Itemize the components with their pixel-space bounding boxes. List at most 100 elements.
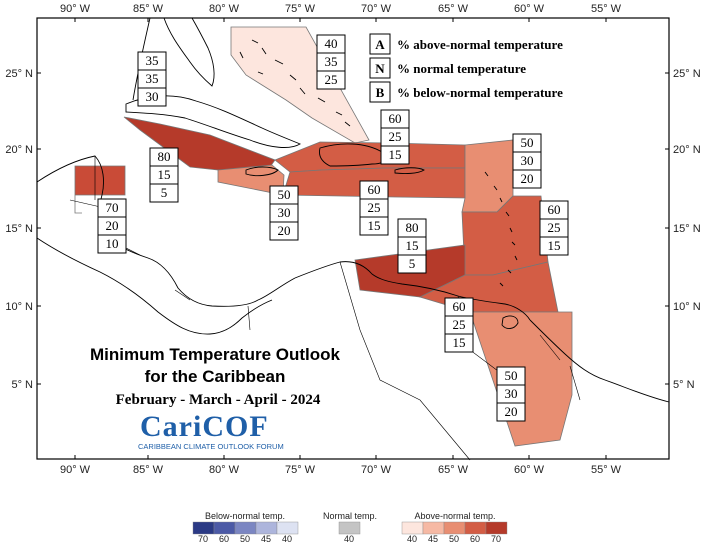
prob-box-jamaica-south: 50 30 20: [269, 185, 299, 241]
prob-value: 5: [409, 256, 416, 271]
prob-value: 60: [453, 299, 466, 314]
title-line-2: for the Caribbean: [145, 367, 286, 386]
cuba-coast: [125, 95, 301, 148]
legend-key-label: % normal temperature: [397, 61, 526, 76]
prob-value: 25: [325, 72, 338, 87]
colorbar-swatch: [401, 521, 424, 535]
lon-label-top: 60° W: [514, 3, 545, 15]
legend-key-letter: A: [375, 37, 385, 52]
prob-value: 60: [548, 202, 561, 217]
lon-label-bottom: 65° W: [438, 464, 469, 476]
colorbar-label: 50: [449, 534, 459, 542]
prob-value: 35: [146, 53, 159, 68]
colorbar-label: 45: [428, 534, 438, 542]
lon-label-bottom: 85° W: [133, 464, 164, 476]
lat-label-left: 5° N: [11, 379, 33, 391]
prob-box-hispaniola-south: 60 25 15: [359, 180, 389, 236]
prob-value: 20: [505, 404, 518, 419]
caricof-logo: CariCOF CARIBBEAN CLIMATE OUTLOOK FORUM: [138, 410, 284, 451]
prob-cell: [316, 70, 346, 90]
lon-label-bottom: 55° W: [591, 464, 622, 476]
prob-box-cuba-jamaica-central: 80 15 5: [149, 147, 179, 203]
lon-label-bottom: 90° W: [60, 464, 91, 476]
colorbar-label: 70: [198, 534, 208, 542]
colorbar-label: 40: [282, 534, 292, 542]
prob-box-windward-islands: 60 25 15: [539, 200, 569, 256]
prob-value: 30: [146, 89, 159, 104]
colorbar-swatch: [485, 521, 508, 535]
prob-value: 5: [161, 185, 168, 200]
prob-value: 25: [453, 317, 466, 332]
lon-label-top: 80° W: [209, 3, 240, 15]
title-line-3: February - March - April - 2024: [116, 392, 321, 408]
lon-label-bottom: 70° W: [361, 464, 392, 476]
prob-value: 50: [278, 187, 291, 202]
prob-value: 60: [389, 111, 402, 126]
prob-value: 35: [146, 71, 159, 86]
lon-label-top: 65° W: [438, 3, 469, 15]
jamaica-coast: [245, 166, 279, 177]
colorbar-label: 70: [491, 534, 501, 542]
prob-value: 60: [368, 182, 381, 197]
prob-value: 70: [106, 200, 119, 215]
prob-value: 30: [278, 205, 291, 220]
legend-key-box: [369, 33, 391, 55]
prob-value: 15: [389, 147, 402, 162]
florida-coast: [163, 17, 215, 87]
hispaniola-coast: [319, 143, 387, 167]
prob-box-bahamas: 40 35 25: [316, 34, 346, 90]
prob-value: 50: [505, 368, 518, 383]
colorbar-swatch: [276, 521, 299, 535]
colorbar-swatch: [192, 521, 215, 535]
lat-label-right: 5° N: [673, 379, 695, 391]
prob-value: 50: [521, 135, 534, 150]
colorbar-swatch: [338, 521, 361, 535]
prob-value: 15: [406, 238, 419, 253]
lon-label-top: 90° W: [60, 3, 91, 15]
colorbar-title: Below-normal temp.: [205, 511, 285, 521]
legend-key-label: % below-normal temperature: [397, 85, 563, 100]
guianas-coast: [529, 319, 670, 403]
prob-value: 20: [278, 223, 291, 238]
colorbar-title: Normal temp.: [323, 511, 377, 521]
prob-value: 15: [158, 167, 171, 182]
lon-label-top: 85° W: [133, 3, 164, 15]
prob-cell: [397, 254, 427, 274]
lon-label-top: 70° W: [361, 3, 392, 15]
colorbar-swatch: [234, 521, 257, 535]
legend-key-box: [369, 81, 391, 103]
prob-cell: [512, 169, 542, 189]
colorbar-label: 45: [261, 534, 271, 542]
prob-value: 15: [548, 238, 561, 253]
coastlines: [36, 17, 670, 461]
prob-cell: [539, 236, 569, 256]
central-america-pacific-coast: [36, 237, 273, 335]
puerto-rico-coast: [394, 167, 425, 174]
prob-cell: [496, 402, 526, 422]
lat-ticks-right: 25° N 20° N 15° N 10° N 5° N: [665, 68, 701, 391]
legend-key-letter: N: [375, 61, 385, 76]
prob-box-hispaniola: 60 25 15: [380, 109, 410, 165]
prob-cell: [97, 234, 127, 254]
trinidad-coast: [501, 315, 519, 329]
prob-box-caribbean-south: 80 15 5: [397, 218, 427, 274]
prob-value: 25: [389, 129, 402, 144]
lat-label-right: 20° N: [673, 144, 701, 156]
lon-label-bottom: 75° W: [285, 464, 316, 476]
colorbar-label: 50: [240, 534, 250, 542]
region-belize-yucatan: [74, 165, 126, 214]
lat-label-left: 15° N: [5, 223, 33, 235]
lat-label-right: 25° N: [673, 68, 701, 80]
colorbar-label: 40: [344, 534, 354, 542]
title-line-1: Minimum Temperature Outlook: [90, 345, 341, 364]
colorbar-label: 60: [470, 534, 480, 542]
logo-subtitle: CARIBBEAN CLIMATE OUTLOOK FORUM: [138, 442, 284, 451]
lat-label-left: 20° N: [5, 144, 33, 156]
lat-label-left: 25° N: [5, 68, 33, 80]
bahamas-islands: [239, 39, 351, 127]
prob-value: 30: [505, 386, 518, 401]
lon-label-top: 75° W: [285, 3, 316, 15]
colorbar-label: 60: [219, 534, 229, 542]
prob-value: 40: [325, 36, 338, 51]
